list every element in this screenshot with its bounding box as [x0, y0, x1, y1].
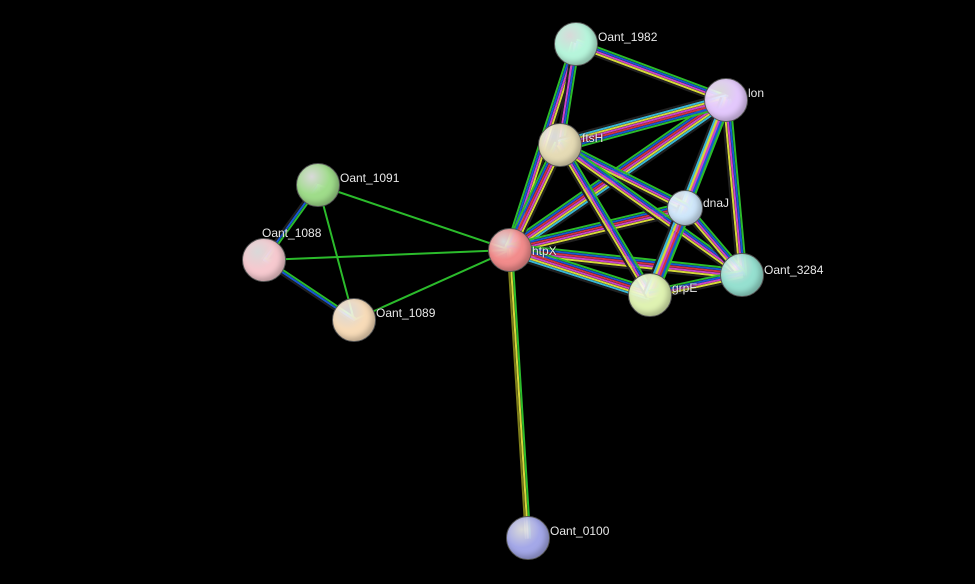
node-htpX[interactable] — [488, 228, 532, 272]
node-label: htpX — [532, 244, 557, 258]
node-dnaJ[interactable] — [667, 190, 703, 226]
edge-line — [726, 100, 742, 275]
node-label: Oant_1088 — [262, 226, 321, 240]
edge-line — [575, 46, 725, 102]
node-Oant_1088[interactable] — [242, 238, 286, 282]
node-Oant_0100[interactable] — [506, 516, 550, 560]
node-ftsH[interactable] — [538, 123, 582, 167]
node-label: ftsH — [582, 131, 603, 145]
edge-line — [728, 100, 744, 275]
edge-line — [318, 185, 510, 250]
node-Oant_1982[interactable] — [554, 22, 598, 66]
edge-line — [578, 40, 728, 96]
node-lon[interactable] — [704, 78, 748, 122]
node-label: Oant_1089 — [376, 306, 435, 320]
node-label: Oant_1091 — [340, 171, 399, 185]
edge-line — [510, 250, 528, 538]
node-Oant_1089[interactable] — [332, 298, 376, 342]
node-Oant_3284[interactable] — [720, 253, 764, 297]
edge-line — [508, 250, 526, 538]
node-label: Oant_1982 — [598, 30, 657, 44]
edge-line — [512, 250, 530, 538]
node-label: dnaJ — [703, 196, 729, 210]
node-label: Oant_0100 — [550, 524, 609, 538]
edge-line — [264, 250, 510, 260]
node-label: grpE — [672, 281, 697, 295]
edge-line — [574, 48, 724, 104]
node-Oant_1091[interactable] — [296, 163, 340, 207]
node-grpE[interactable] — [628, 273, 672, 317]
edges-layer — [0, 0, 975, 584]
edge-line — [577, 42, 727, 98]
edge-line — [730, 100, 746, 275]
edge-line — [576, 44, 726, 100]
network-canvas: htpX Oant_1982lon ftsH dnaJ Oant_3284 grpE Oan… — [0, 0, 975, 584]
node-label: Oant_3284 — [764, 263, 823, 277]
node-label: lon — [748, 86, 764, 100]
